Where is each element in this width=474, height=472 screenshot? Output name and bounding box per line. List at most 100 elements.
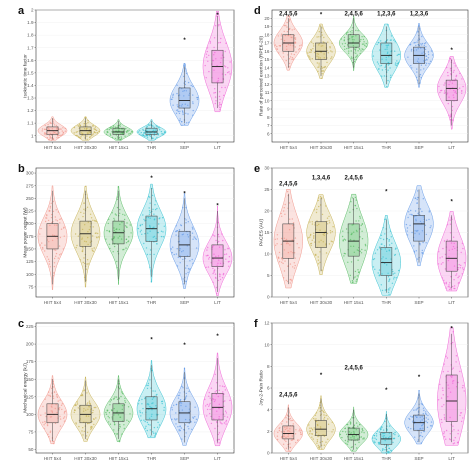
data-point: [285, 440, 287, 443]
data-point: [52, 131, 54, 133]
data-point: [410, 209, 412, 212]
data-point: [381, 426, 383, 428]
data-point: [137, 131, 140, 133]
data-point: [214, 269, 216, 271]
data-point: [121, 221, 123, 223]
data-point: [352, 281, 354, 283]
y-tick-label: 13: [264, 74, 270, 79]
data-point: [292, 58, 295, 60]
data-point: [82, 434, 84, 436]
data-point: [283, 210, 285, 212]
data-point: [177, 106, 179, 108]
data-point: [421, 419, 423, 421]
data-point: [440, 397, 443, 399]
y-tick-label: 15: [264, 230, 270, 235]
data-point: [92, 409, 94, 412]
data-point: [87, 422, 89, 425]
y-tick-label: 225: [26, 324, 34, 329]
data-point: [218, 240, 220, 243]
data-point: [218, 105, 220, 107]
data-point: [392, 270, 394, 273]
data-point: [212, 267, 214, 270]
data-point: [446, 92, 449, 94]
data-point: [51, 128, 54, 130]
data-point: [185, 267, 187, 269]
data-point: [120, 238, 123, 240]
data-point: [213, 271, 215, 273]
data-point: [219, 61, 222, 64]
data-point: [462, 268, 465, 271]
data-point: [92, 133, 94, 135]
data-point: [280, 437, 283, 439]
data-point: [92, 418, 95, 420]
data-point: [323, 53, 325, 55]
data-point: [452, 94, 454, 96]
data-point: [60, 228, 63, 230]
data-point: [229, 399, 231, 402]
data-point: [277, 431, 279, 434]
data-point: [289, 450, 291, 453]
data-point: [127, 406, 130, 408]
data-point: [448, 60, 450, 62]
points-group: [137, 123, 166, 140]
data-point: [298, 47, 301, 50]
data-point: [286, 427, 288, 430]
data-point: [176, 265, 179, 267]
data-point: [276, 45, 278, 48]
box: [211, 392, 224, 421]
y-axis-label: PACES (AU): [259, 219, 265, 246]
data-point: [425, 242, 427, 244]
data-point: [416, 71, 418, 73]
data-point: [216, 65, 218, 67]
data-point: [182, 112, 184, 114]
data-point: [44, 412, 46, 414]
data-point: [114, 137, 117, 140]
data-point: [184, 83, 187, 86]
x-tick-label: LIT: [214, 145, 221, 150]
data-point: [181, 124, 183, 126]
data-point: [317, 53, 320, 55]
data-point: [63, 416, 66, 418]
y-tick-label: 300: [26, 171, 34, 176]
y-tick-label: 0: [267, 295, 270, 300]
data-point: [407, 56, 409, 58]
violin: [136, 360, 167, 439]
y-tick-label: 10: [264, 342, 270, 347]
data-point: [64, 127, 67, 130]
data-point: [354, 443, 357, 446]
box: [46, 403, 59, 424]
data-point: [184, 418, 187, 421]
data-point: [142, 129, 144, 131]
data-point: [439, 383, 441, 386]
points-group: [405, 190, 432, 260]
data-point: [44, 250, 46, 252]
data-point: [216, 410, 218, 412]
y-tick-label: 6: [267, 131, 270, 136]
data-point: [274, 44, 277, 46]
data-point: [422, 423, 424, 425]
data-point: [119, 223, 121, 226]
data-point: [50, 387, 53, 390]
data-point: [60, 253, 62, 255]
x-tick-label: LIT: [448, 300, 455, 305]
data-point: [452, 382, 454, 384]
data-point: [148, 210, 151, 212]
data-point: [355, 422, 358, 424]
data-point: [417, 440, 419, 443]
data-point: [95, 129, 98, 132]
violin: [70, 376, 101, 442]
data-point: [124, 225, 127, 227]
data-point: [180, 427, 183, 429]
data-point: [106, 229, 108, 232]
data-point: [151, 398, 154, 400]
data-point: [428, 218, 430, 221]
y-tick-label: 25: [264, 187, 270, 192]
data-point: [59, 418, 62, 420]
data-point: [178, 229, 181, 231]
data-point: [319, 441, 321, 444]
data-point: [156, 207, 158, 210]
data-point: [395, 277, 397, 279]
data-point: [350, 245, 352, 247]
data-point: [156, 393, 158, 396]
data-point: [143, 242, 145, 245]
